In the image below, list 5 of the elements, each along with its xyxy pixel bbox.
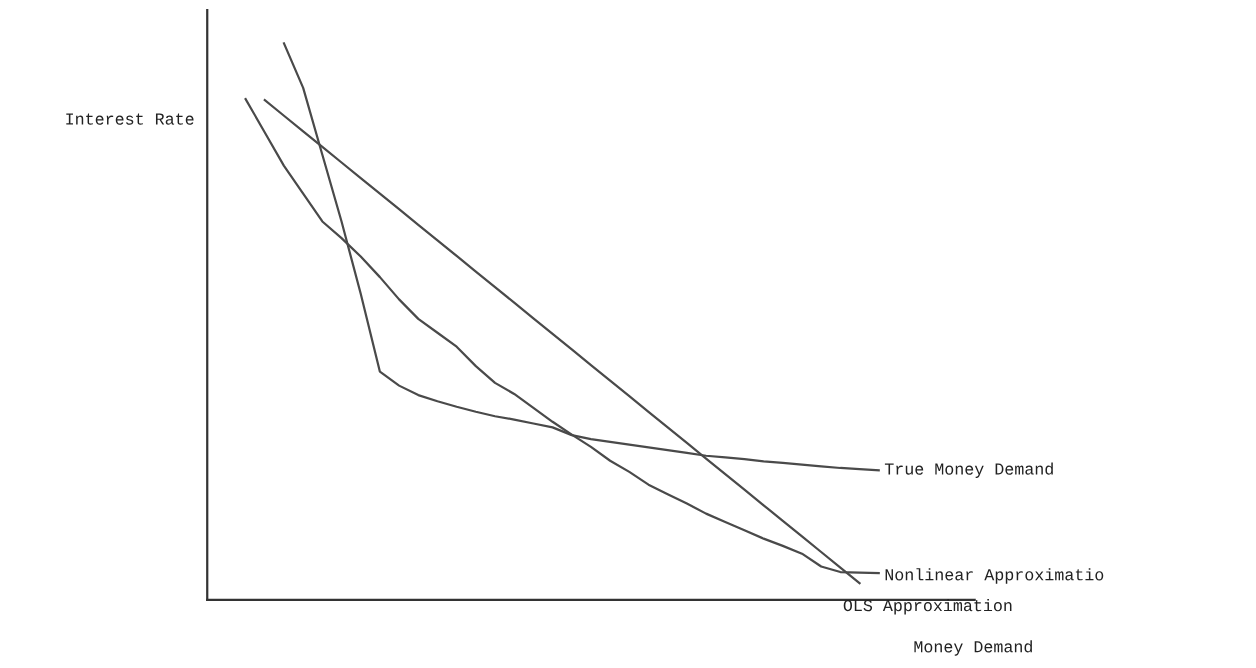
x-axis-title: Money Demand <box>914 640 1032 656</box>
y-axis-title: Interest Rate <box>66 113 194 125</box>
series-label: True Money Demand <box>884 462 1053 478</box>
series-label: OLS Approximation <box>843 599 1012 615</box>
series-label: Nonlinear Approximatio <box>885 568 1104 584</box>
